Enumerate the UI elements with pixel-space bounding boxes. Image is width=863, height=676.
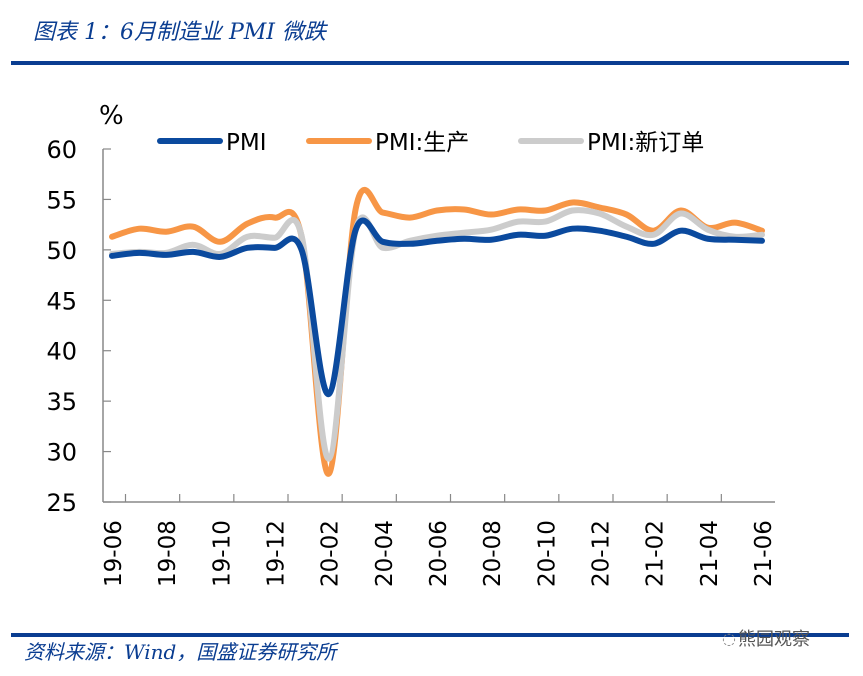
watermark-text: 熊园观察 [737,629,810,650]
x-tick-label: 20-04 [372,520,398,587]
title-divider [11,61,849,65]
x-tick-label: 20-06 [426,520,452,587]
y-axis-unit: % [99,101,124,131]
y-tick-label: 50 [46,237,77,265]
source-note: 资料来源：Wind，国盛证券研究所 [24,640,337,664]
x-tick-label: 20-12 [589,520,615,587]
y-tick-label: 25 [46,489,77,517]
y-tick-label: 60 [46,136,77,164]
series-lines [109,187,765,477]
x-tick-label: 20-08 [480,520,506,587]
x-tick-label: 19-06 [101,520,127,587]
legend-label-production: PMI:生产 [375,130,469,156]
legend-label-new_orders: PMI:新订单 [587,130,704,156]
x-tick-label: 19-10 [209,520,235,587]
source-divider [11,633,849,637]
series-line-pmi [109,217,765,398]
y-tick-label: 35 [46,388,77,416]
x-tick-label: 19-08 [155,520,181,587]
x-tick-label: 20-10 [534,520,560,587]
x-tick-label: 20-02 [318,520,344,587]
y-tick-label: 55 [46,186,77,214]
y-tick-label: 45 [46,287,77,315]
x-tick-label: 21-02 [643,520,669,587]
series-line-production [109,187,765,477]
y-tick-label: 40 [46,338,77,366]
wechat-icon: ◌ [722,628,736,648]
x-tick-label: 21-04 [697,520,723,587]
y-tick-label: 30 [46,439,77,467]
x-tick-label: 19-12 [264,520,290,587]
legend-label-pmi: PMI [226,130,267,156]
x-tick-label: 21-06 [751,520,777,587]
watermark: ◌ 熊园观察 [722,625,810,651]
chart-title: 图表 1：6月制造业 PMI 微跌 [33,20,326,45]
axes: 60 55 50 45 40 35 30 25 19-06 19-08 19-10 19-12 20-0… [46,136,777,587]
legend: PMI PMI:生产 PMI:新订单 [157,130,704,156]
series-line-new_orders [109,207,765,462]
